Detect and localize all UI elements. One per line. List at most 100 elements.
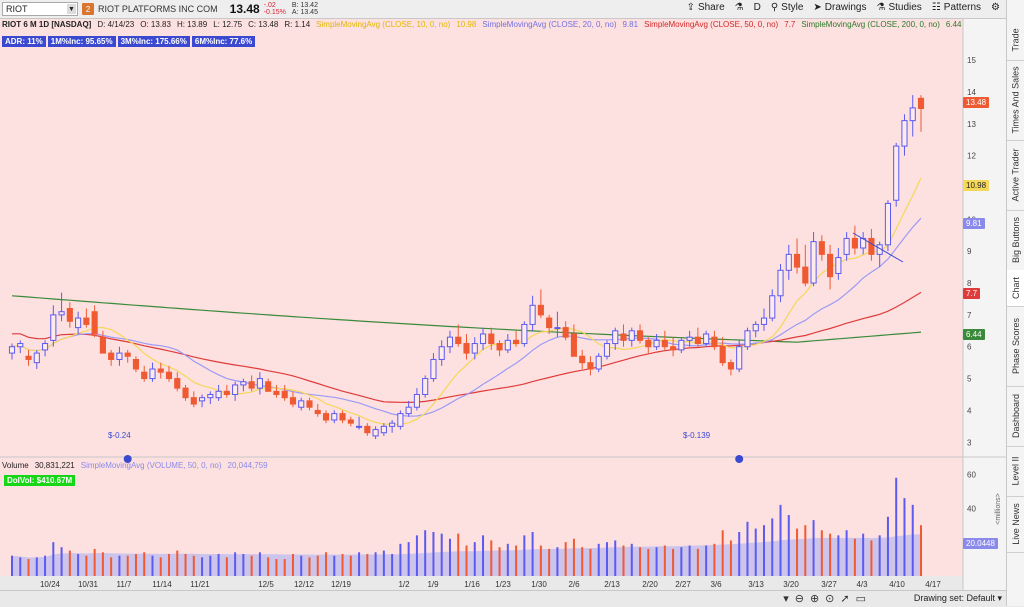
candle-body [132, 358, 140, 370]
volume-bar [721, 530, 724, 576]
sma20-line [11, 217, 922, 417]
scroll-down-icon[interactable]: ▾ [783, 593, 789, 605]
zoom-in-icon[interactable]: ⊕ [809, 593, 820, 605]
volume-bar [903, 498, 906, 576]
volume-bar [440, 533, 443, 576]
volume-bar [424, 530, 427, 576]
price-chart[interactable]: 1514131211109876543604020<millions>10/24… [0, 19, 1006, 590]
volume-bar [366, 553, 369, 576]
link-badge-icon[interactable]: 2 [82, 3, 94, 15]
volume-bar [44, 555, 47, 576]
volume-bar [201, 557, 204, 576]
candle-body [818, 241, 825, 255]
studies-button[interactable]: ⚗ Studies [876, 2, 922, 13]
drawing-set[interactable]: Drawing set: Default ▾ [913, 593, 1002, 603]
sidebar-tab-chart[interactable]: Chart [1007, 270, 1024, 307]
candle-body [50, 314, 57, 341]
volume-bar [572, 538, 575, 576]
candle-body [405, 406, 412, 415]
y-tick-label: 14 [967, 88, 976, 97]
patterns-icon: ☷ [931, 2, 941, 13]
volume-bar [126, 555, 129, 576]
volume-bar [829, 533, 832, 576]
x-tick-label: 3/6 [710, 580, 722, 589]
last-price: 13.48 [229, 2, 260, 16]
volume-bar [696, 548, 699, 576]
candle-body [66, 308, 73, 322]
volume-bar [217, 553, 220, 576]
volume-unit-label: <millions> [995, 493, 1002, 525]
flask-button[interactable]: ⚗ [735, 2, 744, 13]
candle-body [33, 352, 40, 364]
candle-body [314, 409, 321, 415]
x-tick-label: 3/13 [748, 580, 764, 589]
candle-body [529, 304, 536, 325]
patterns-button[interactable]: ☷ Patterns [931, 2, 982, 13]
volume-bar [845, 530, 848, 576]
candle-body [397, 413, 404, 427]
zoom-fit-icon[interactable]: ⊙ [825, 593, 835, 605]
candle-body [339, 413, 346, 421]
sma200-price-label: 6.44 [963, 329, 985, 340]
volume-bar [391, 553, 394, 576]
volume-bar [349, 555, 352, 576]
dolvol-badge: DolVol: $410.67M [4, 475, 76, 486]
style-button[interactable]: ⚲ Style [770, 2, 804, 13]
volume-bar [779, 504, 782, 576]
volume-bar [258, 552, 261, 576]
sidebar-tab-big-buttons[interactable]: Big Buttons [1007, 210, 1024, 271]
candle-body [149, 368, 156, 380]
x-tick-label: 1/16 [464, 580, 480, 589]
candle-body [496, 343, 503, 351]
volume-bar [705, 545, 708, 576]
gear-icon: ⚙ [991, 2, 1000, 13]
candle-body [546, 317, 553, 329]
ohlc-low: L: 12.75 [213, 20, 243, 29]
volume-bar [250, 555, 253, 576]
sidebar-tab-phase-scores[interactable]: Phase Scores [1007, 306, 1024, 387]
sidebar-tab-active-trader[interactable]: Active Trader [1007, 140, 1024, 211]
volume-bar [110, 557, 113, 576]
drawings-button[interactable]: ➤ Drawings [813, 2, 867, 13]
candle-body [785, 253, 792, 271]
sidebar-tab-level-ii[interactable]: Level II [1007, 446, 1024, 497]
x-tick-label: 1/23 [495, 580, 511, 589]
sidebar-tab-trade[interactable]: Trade [1007, 20, 1024, 61]
volume-bar [639, 547, 642, 576]
pointer-icon[interactable]: ➚ [840, 593, 850, 605]
sidebar-tab-dashboard[interactable]: Dashboard [1007, 386, 1024, 447]
volume-tick-label: 60 [967, 470, 976, 479]
sma50-value: 7.7 [784, 20, 796, 29]
candle-body [835, 257, 842, 274]
candle-body [595, 355, 602, 370]
volume-bar [539, 545, 542, 576]
volume-bar [680, 547, 683, 576]
volume-bar [143, 552, 146, 576]
volume-bar [506, 543, 509, 576]
chart-header: RIOT 6 M 1D [NASDAQ] D: 4/14/23 O: 13.83… [2, 19, 962, 30]
volume-bar [448, 538, 451, 576]
share-button[interactable]: ⇪ Share [686, 2, 725, 13]
zoom-out-icon[interactable]: ⊖ [794, 593, 804, 605]
price-pane-bg [0, 19, 963, 459]
sma10-value: 10.98 [456, 20, 477, 29]
volume-bar [68, 550, 71, 576]
volume-bar [729, 540, 732, 576]
candle-body [636, 330, 644, 341]
volume-bar [878, 535, 881, 576]
chevron-down-icon[interactable]: ▼ [67, 4, 76, 14]
period-button[interactable]: D [753, 2, 761, 13]
bid-ask: B: 13.42 A: 13.45 [291, 2, 318, 16]
panel-icon[interactable]: ▭ [855, 593, 866, 605]
candle-body [331, 413, 338, 421]
candle-body [488, 333, 495, 345]
top-toolbar: RIOT ▼ 2 RIOT PLATFORMS INC COM 13.48 -.0… [0, 0, 1006, 19]
adr-badge: ADR: 11% [2, 36, 46, 47]
volume-bar [168, 553, 171, 576]
candle-body [703, 333, 710, 345]
symbol-input[interactable]: RIOT ▼ [2, 2, 78, 16]
sidebar-tab-live-news[interactable]: Live News [1007, 496, 1024, 553]
sidebar-tab-times-and-sales[interactable]: Times And Sales [1007, 60, 1024, 141]
settings-button[interactable]: ⚙ [991, 2, 1000, 13]
volume-bar [738, 531, 741, 576]
